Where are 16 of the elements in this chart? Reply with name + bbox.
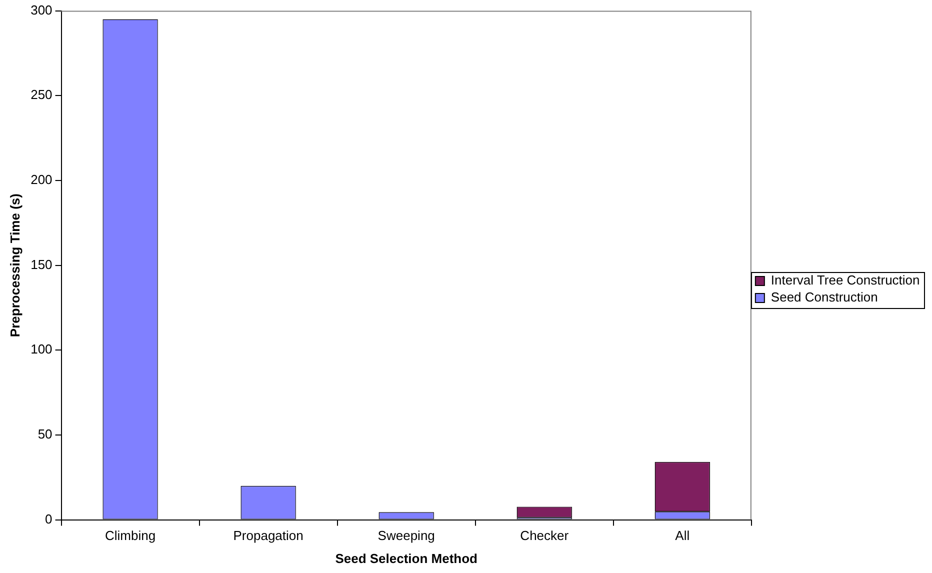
x-axis-title: Seed Selection Method — [335, 550, 478, 566]
y-tick-label: 300 — [30, 2, 52, 18]
x-tick-label: Propagation — [233, 528, 304, 544]
legend-label: Seed Construction — [770, 290, 878, 305]
y-tick-label: 150 — [30, 256, 52, 272]
y-tick-label: 250 — [30, 87, 52, 102]
y-tick-label: 0 — [45, 511, 52, 526]
x-tick-label: Sweeping — [378, 528, 435, 544]
x-tick-label: All — [675, 528, 690, 544]
y-tick-label: 200 — [30, 172, 52, 188]
y-axis-title: Preprocessing Time (s) — [7, 194, 22, 338]
legend-label: Interval Tree Construction — [770, 272, 920, 288]
y-tick-label: 50 — [38, 426, 52, 442]
x-tick-label: Checker — [520, 528, 570, 544]
y-tick-label: 100 — [30, 342, 52, 357]
x-tick-label: Climbing — [105, 528, 156, 544]
